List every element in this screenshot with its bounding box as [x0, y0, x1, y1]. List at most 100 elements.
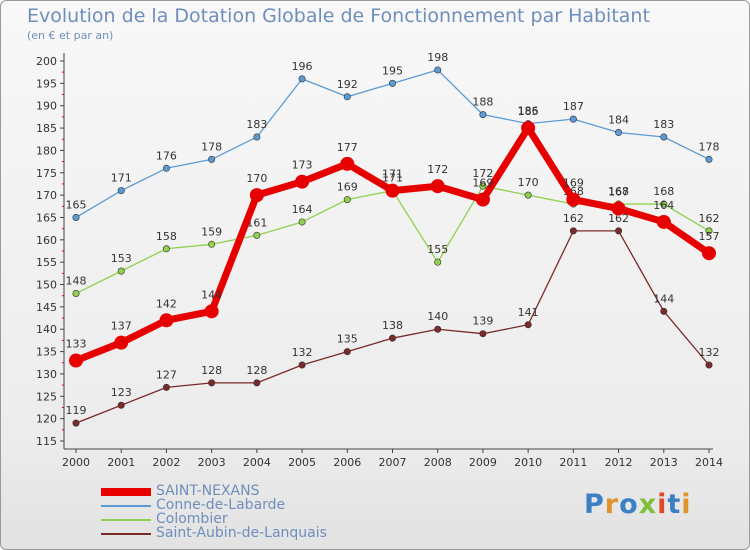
data-label: 187 — [563, 100, 584, 113]
y-tick-label: 125 — [36, 390, 57, 403]
data-label: 167 — [608, 186, 629, 199]
data-point — [340, 156, 355, 171]
data-label: 195 — [382, 64, 403, 77]
data-point — [117, 267, 125, 275]
legend-swatch — [101, 488, 151, 496]
y-tick-label: 120 — [36, 413, 57, 426]
data-point — [615, 227, 623, 235]
data-point — [705, 361, 713, 369]
data-label: 183 — [246, 118, 267, 131]
data-label: 188 — [472, 96, 493, 109]
data-point — [705, 155, 713, 163]
legend-label: Conne-de-Labarde — [156, 497, 286, 513]
data-label: 176 — [156, 149, 177, 162]
y-tick-label: 185 — [36, 122, 57, 135]
x-tick-label: 2012 — [605, 456, 633, 469]
data-label: 119 — [66, 404, 87, 417]
data-label: 144 — [201, 288, 222, 301]
data-point — [569, 227, 577, 235]
data-label: 198 — [427, 51, 448, 64]
data-point — [159, 313, 174, 328]
data-point — [208, 240, 216, 248]
y-tick-label: 135 — [36, 346, 57, 359]
data-label: 168 — [653, 185, 674, 198]
data-point — [208, 379, 216, 387]
data-label: 132 — [292, 346, 313, 359]
data-label: 153 — [111, 252, 132, 265]
data-label: 138 — [382, 319, 403, 332]
data-point — [298, 218, 306, 226]
x-tick-label: 2007 — [379, 456, 407, 469]
data-point — [249, 188, 264, 203]
data-point — [253, 231, 261, 239]
data-point — [388, 334, 396, 342]
data-label: 196 — [292, 60, 313, 73]
data-label: 157 — [699, 230, 720, 243]
data-label: 184 — [608, 114, 629, 127]
legend-swatch — [101, 533, 151, 535]
chart-title: Evolution de la Dotation Globale de Fonc… — [27, 5, 650, 27]
data-point — [660, 133, 668, 141]
y-tick-label: 190 — [36, 100, 57, 113]
data-label: 142 — [156, 297, 177, 310]
data-point — [566, 192, 581, 207]
data-point — [72, 289, 80, 297]
data-point — [298, 75, 306, 83]
x-tick-label: 2005 — [288, 456, 316, 469]
data-label: 128 — [246, 364, 267, 377]
data-label: 169 — [472, 177, 493, 190]
data-label: 135 — [337, 333, 358, 346]
legend-item: SAINT-NEXANS — [101, 483, 401, 499]
data-label: 170 — [518, 176, 539, 189]
data-label: 171 — [111, 172, 132, 185]
legend-item: Colombier — [101, 511, 401, 527]
data-point — [343, 93, 351, 101]
data-point — [705, 227, 713, 235]
data-point — [434, 325, 442, 333]
data-point — [69, 353, 83, 368]
data-label: 178 — [201, 140, 222, 153]
data-label: 162 — [563, 212, 584, 225]
y-tick-label: 155 — [36, 256, 57, 269]
y-tick-label: 170 — [36, 189, 57, 202]
y-tick-label: 180 — [36, 144, 57, 157]
legend-label: Saint-Aubin-de-Lanquais — [156, 525, 327, 541]
data-label: 127 — [156, 368, 177, 381]
data-point — [569, 115, 577, 123]
data-label: 161 — [246, 216, 267, 229]
data-point — [702, 246, 716, 261]
data-label: 137 — [111, 320, 132, 333]
legend-label: SAINT-NEXANS — [156, 483, 260, 499]
y-tick-label: 165 — [36, 211, 57, 224]
data-point — [475, 192, 490, 207]
data-point — [162, 164, 170, 172]
data-label: 169 — [337, 181, 358, 194]
data-label: 164 — [653, 199, 674, 212]
data-label: 192 — [337, 78, 358, 91]
x-tick-label: 2009 — [469, 456, 497, 469]
x-tick-label: 2000 — [62, 456, 90, 469]
data-label: 185 — [518, 105, 539, 118]
data-label: 162 — [699, 212, 720, 225]
data-label: 172 — [427, 163, 448, 176]
data-point — [524, 321, 532, 329]
data-point — [298, 361, 306, 369]
data-point — [479, 182, 487, 190]
x-tick-label: 2014 — [695, 456, 723, 469]
data-point — [434, 258, 442, 266]
data-point — [388, 79, 396, 87]
data-point — [117, 187, 125, 195]
data-point — [295, 174, 310, 189]
data-point — [114, 335, 129, 350]
data-point — [162, 245, 170, 253]
data-label: 170 — [246, 172, 267, 185]
data-point — [343, 196, 351, 204]
data-label: 148 — [66, 274, 87, 287]
data-label: 169 — [563, 177, 584, 190]
x-tick-label: 2006 — [333, 456, 361, 469]
y-tick-label: 115 — [36, 435, 57, 448]
data-label: 162 — [608, 212, 629, 225]
data-point — [615, 129, 623, 137]
